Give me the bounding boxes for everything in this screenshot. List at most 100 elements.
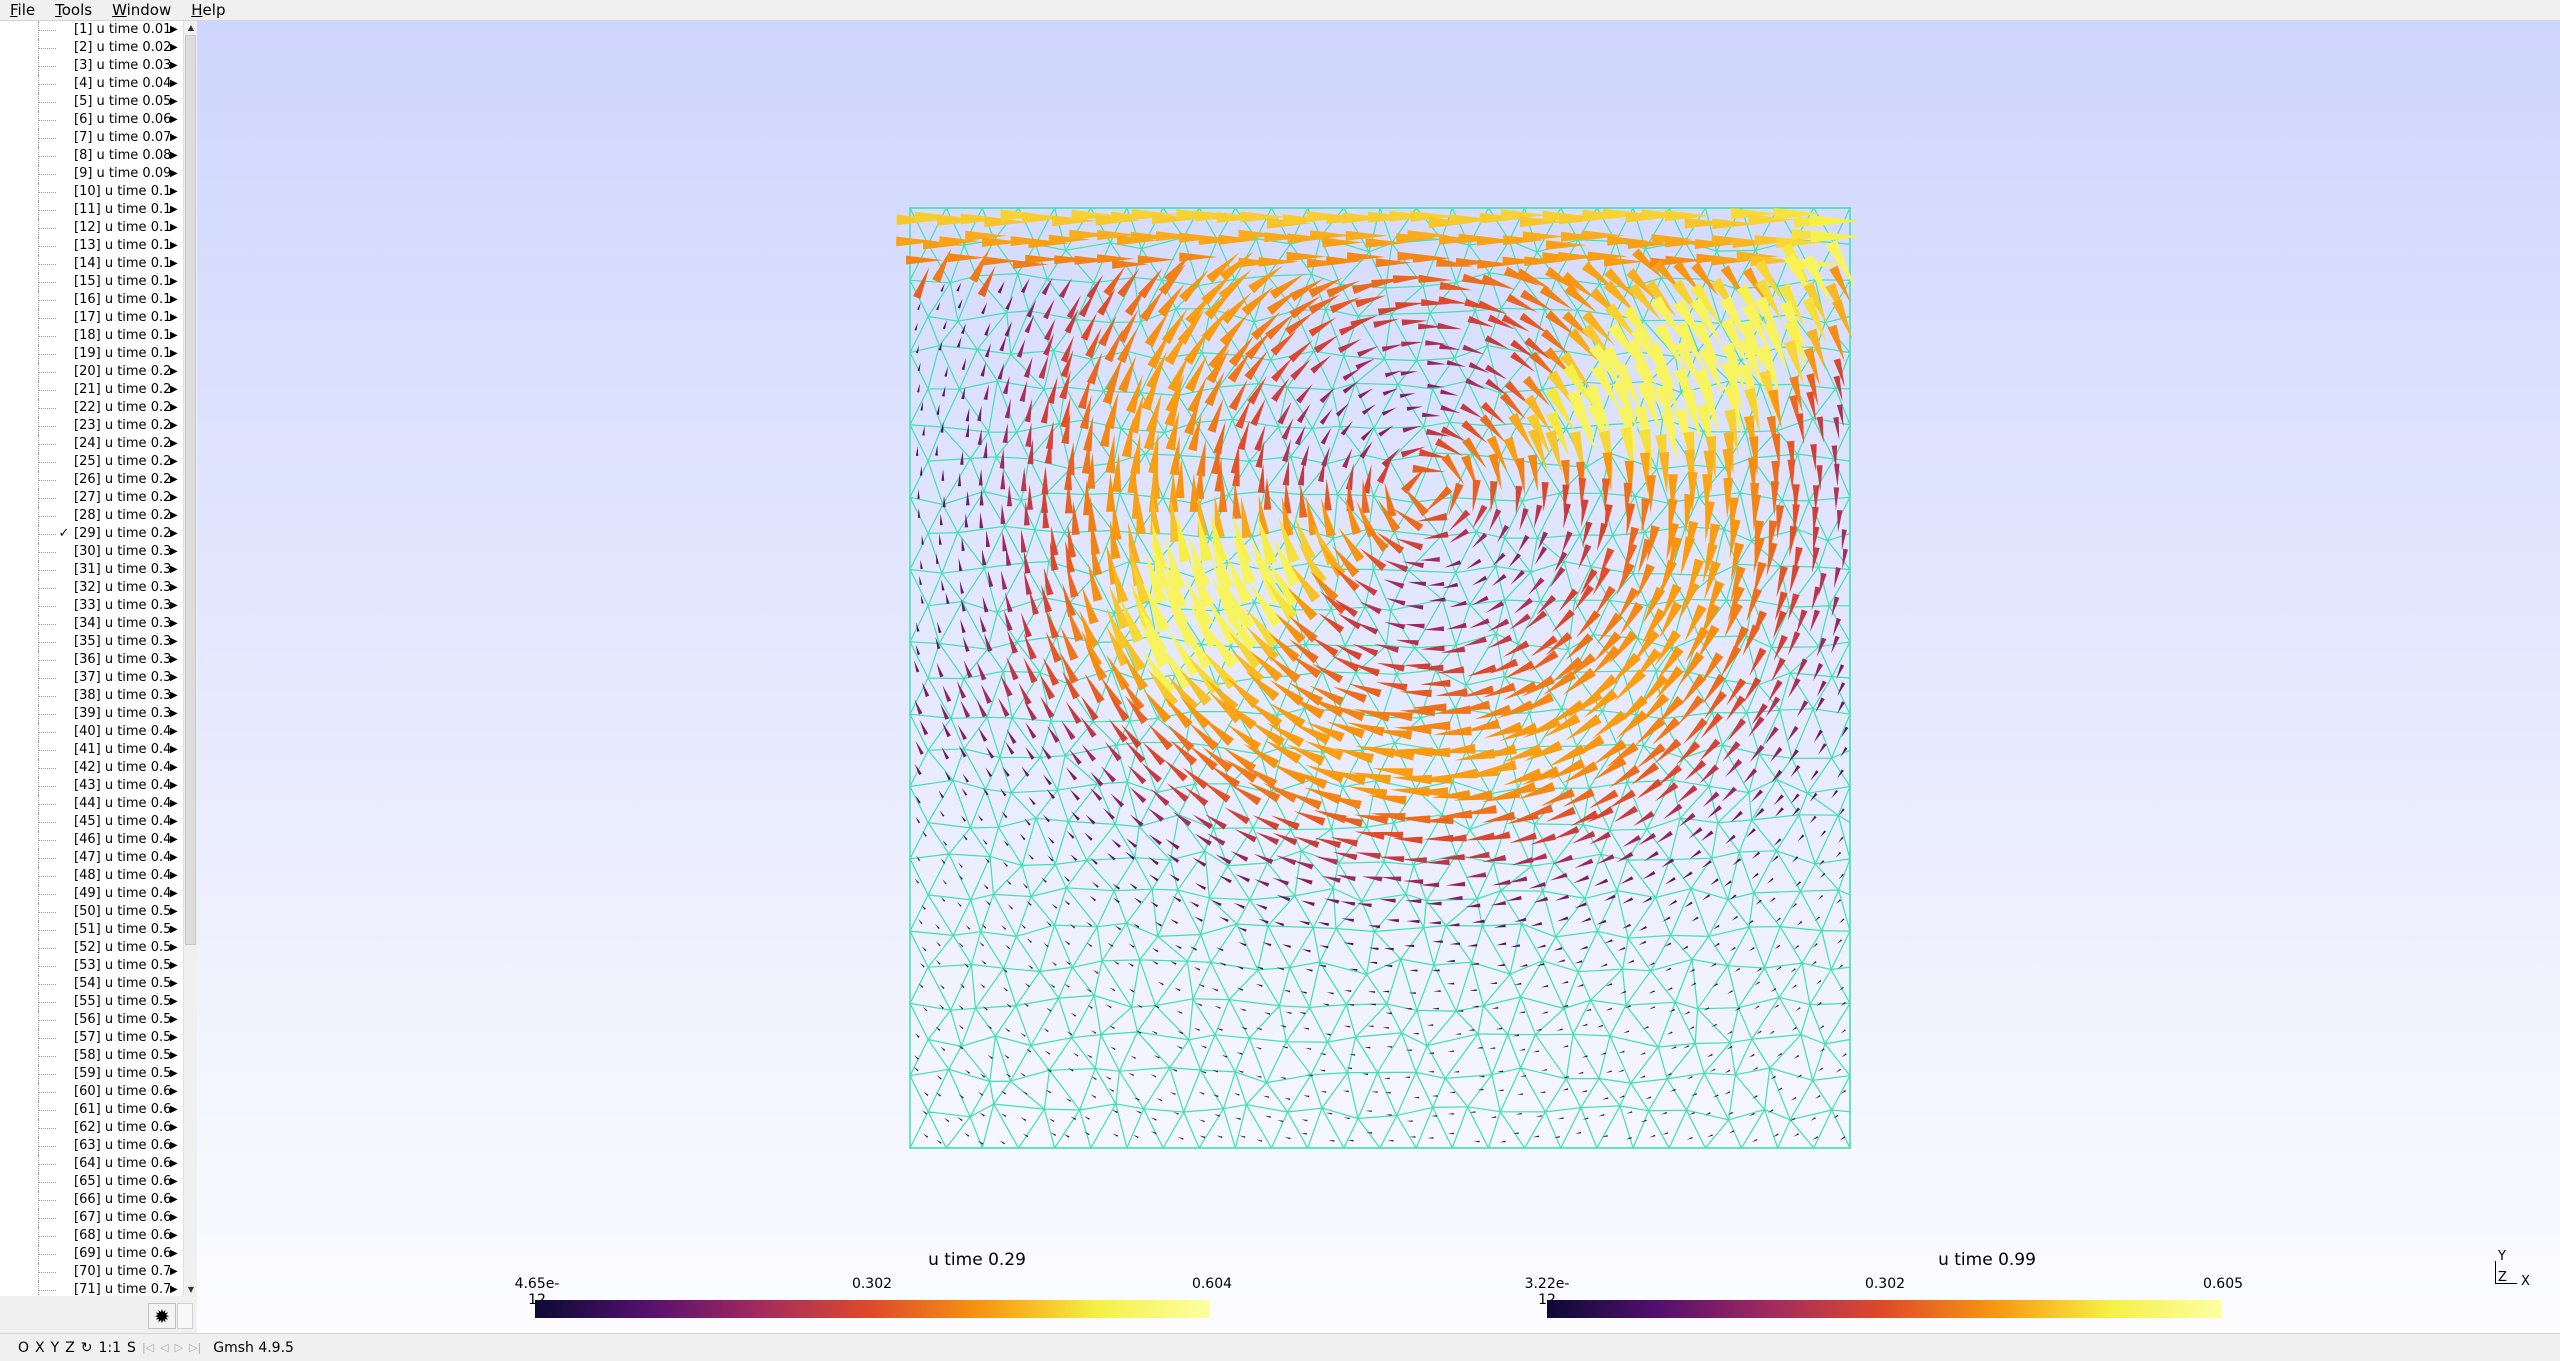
list-item[interactable]: [54] u time 0.54 ▶: [0, 975, 182, 993]
submenu-arrow-icon[interactable]: ▶: [170, 852, 178, 863]
submenu-arrow-icon[interactable]: ▶: [170, 1194, 178, 1205]
submenu-arrow-icon[interactable]: ▶: [170, 888, 178, 899]
submenu-arrow-icon[interactable]: ▶: [170, 348, 178, 359]
submenu-arrow-icon[interactable]: ▶: [170, 492, 178, 503]
list-item[interactable]: [41] u time 0.41 ▶: [0, 741, 182, 759]
submenu-arrow-icon[interactable]: ▶: [170, 240, 178, 251]
list-item[interactable]: [44] u time 0.44 ▶: [0, 795, 182, 813]
list-item[interactable]: [30] u time 0.3 ▶: [0, 543, 182, 561]
submenu-arrow-icon[interactable]: ▶: [170, 654, 178, 665]
list-item[interactable]: [15] u time 0.15 ▶: [0, 273, 182, 291]
submenu-arrow-icon[interactable]: ▶: [170, 384, 178, 395]
submenu-arrow-icon[interactable]: ▶: [170, 168, 178, 179]
list-item[interactable]: [65] u time 0.65 ▶: [0, 1173, 182, 1191]
list-item[interactable]: [33] u time 0.33 ▶: [0, 597, 182, 615]
list-item[interactable]: [66] u time 0.66 ▶: [0, 1191, 182, 1209]
list-item[interactable]: [64] u time 0.64 ▶: [0, 1155, 182, 1173]
submenu-arrow-icon[interactable]: ▶: [170, 402, 178, 413]
submenu-arrow-icon[interactable]: ▶: [170, 600, 178, 611]
submenu-arrow-icon[interactable]: ▶: [170, 564, 178, 575]
list-item[interactable]: [52] u time 0.52 ▶: [0, 939, 182, 957]
list-item[interactable]: [49] u time 0.49 ▶: [0, 885, 182, 903]
list-item[interactable]: [31] u time 0.31 ▶: [0, 561, 182, 579]
scale-1-1-button[interactable]: 1:1: [98, 1339, 122, 1356]
step-forward-icon[interactable]: ▷|: [189, 1341, 202, 1354]
rewind-icon[interactable]: |◁: [141, 1341, 155, 1354]
submenu-arrow-icon[interactable]: ▶: [170, 1284, 178, 1295]
list-item[interactable]: [56] u time 0.56 ▶: [0, 1011, 182, 1029]
gear-icon[interactable]: ✹: [148, 1303, 176, 1329]
submenu-arrow-icon[interactable]: ▶: [170, 726, 178, 737]
submenu-arrow-icon[interactable]: ▶: [170, 42, 178, 53]
list-item[interactable]: [58] u time 0.58 ▶: [0, 1047, 182, 1065]
list-item[interactable]: [16] u time 0.16 ▶: [0, 291, 182, 309]
list-item[interactable]: [9] u time 0.09 ▶: [0, 165, 182, 183]
submenu-arrow-icon[interactable]: ▶: [170, 330, 178, 341]
submenu-arrow-icon[interactable]: ▶: [170, 114, 178, 125]
list-item[interactable]: [22] u time 0.22 ▶: [0, 399, 182, 417]
list-item[interactable]: [51] u time 0.51 ▶: [0, 921, 182, 939]
submenu-arrow-icon[interactable]: ▶: [170, 1248, 178, 1259]
submenu-arrow-icon[interactable]: ▶: [170, 294, 178, 305]
list-item[interactable]: [42] u time 0.42 ▶: [0, 759, 182, 777]
submenu-arrow-icon[interactable]: ▶: [170, 924, 178, 935]
list-item[interactable]: [21] u time 0.21 ▶: [0, 381, 182, 399]
menu-file[interactable]: File: [0, 1, 45, 19]
submenu-arrow-icon[interactable]: ▶: [170, 1014, 178, 1025]
list-item[interactable]: [63] u time 0.63 ▶: [0, 1137, 182, 1155]
list-item[interactable]: [46] u time 0.46 ▶: [0, 831, 182, 849]
list-item[interactable]: [12] u time 0.12 ▶: [0, 219, 182, 237]
list-item[interactable]: [19] u time 0.19 ▶: [0, 345, 182, 363]
submenu-arrow-icon[interactable]: ▶: [170, 942, 178, 953]
view-z-button[interactable]: Z: [65, 1339, 75, 1356]
list-item[interactable]: [70] u time 0.7 ▶: [0, 1263, 182, 1281]
list-item[interactable]: [5] u time 0.05 ▶: [0, 93, 182, 111]
list-item[interactable]: [17] u time 0.17 ▶: [0, 309, 182, 327]
submenu-arrow-icon[interactable]: ▶: [170, 258, 178, 269]
list-item[interactable]: [7] u time 0.07 ▶: [0, 129, 182, 147]
list-item[interactable]: [3] u time 0.03 ▶: [0, 57, 182, 75]
submenu-arrow-icon[interactable]: ▶: [170, 1122, 178, 1133]
submenu-arrow-icon[interactable]: ▶: [170, 78, 178, 89]
list-item[interactable]: [40] u time 0.4 ▶: [0, 723, 182, 741]
list-item[interactable]: [6] u time 0.06 ▶: [0, 111, 182, 129]
select-button[interactable]: S: [127, 1339, 136, 1356]
submenu-arrow-icon[interactable]: ▶: [170, 582, 178, 593]
submenu-arrow-icon[interactable]: ▶: [170, 834, 178, 845]
list-item[interactable]: [35] u time 0.35 ▶: [0, 633, 182, 651]
submenu-arrow-icon[interactable]: ▶: [170, 978, 178, 989]
list-item[interactable]: [27] u time 0.27 ▶: [0, 489, 182, 507]
submenu-arrow-icon[interactable]: ▶: [170, 906, 178, 917]
menu-tools[interactable]: Tools: [45, 1, 102, 19]
list-item[interactable]: [47] u time 0.47 ▶: [0, 849, 182, 867]
submenu-arrow-icon[interactable]: ▶: [170, 996, 178, 1007]
submenu-arrow-icon[interactable]: ▶: [170, 690, 178, 701]
scrollbar-thumb[interactable]: [185, 35, 196, 945]
submenu-arrow-icon[interactable]: ▶: [170, 528, 178, 539]
submenu-arrow-icon[interactable]: ▶: [170, 474, 178, 485]
list-item[interactable]: [20] u time 0.2 ▶: [0, 363, 182, 381]
rotate-icon[interactable]: ↻: [80, 1339, 93, 1356]
submenu-arrow-icon[interactable]: ▶: [170, 456, 178, 467]
list-item[interactable]: [61] u time 0.61 ▶: [0, 1101, 182, 1119]
list-item[interactable]: [36] u time 0.36 ▶: [0, 651, 182, 669]
tree-scrollbar[interactable]: ▲ ▼: [183, 21, 197, 1296]
submenu-arrow-icon[interactable]: ▶: [170, 1266, 178, 1277]
submenu-arrow-icon[interactable]: ▶: [170, 636, 178, 647]
submenu-arrow-icon[interactable]: ▶: [170, 762, 178, 773]
menu-window[interactable]: Window: [102, 1, 181, 19]
list-item[interactable]: [28] u time 0.28 ▶: [0, 507, 182, 525]
list-item[interactable]: [37] u time 0.37 ▶: [0, 669, 182, 687]
list-item[interactable]: [59] u time 0.59 ▶: [0, 1065, 182, 1083]
graphics-viewport[interactable]: u time 0.29 4.65e-12 0.302 0.604 u time …: [197, 21, 2560, 1333]
submenu-arrow-icon[interactable]: ▶: [170, 1158, 178, 1169]
menu-help[interactable]: Help: [181, 1, 235, 19]
submenu-arrow-icon[interactable]: ▶: [170, 96, 178, 107]
list-item[interactable]: [55] u time 0.55 ▶: [0, 993, 182, 1011]
step-back-icon[interactable]: ◁: [160, 1341, 169, 1354]
submenu-arrow-icon[interactable]: ▶: [170, 1230, 178, 1241]
submenu-arrow-icon[interactable]: ▶: [170, 276, 178, 287]
list-item[interactable]: [2] u time 0.02 ▶: [0, 39, 182, 57]
list-item[interactable]: [24] u time 0.24 ▶: [0, 435, 182, 453]
submenu-arrow-icon[interactable]: ▶: [170, 1068, 178, 1079]
